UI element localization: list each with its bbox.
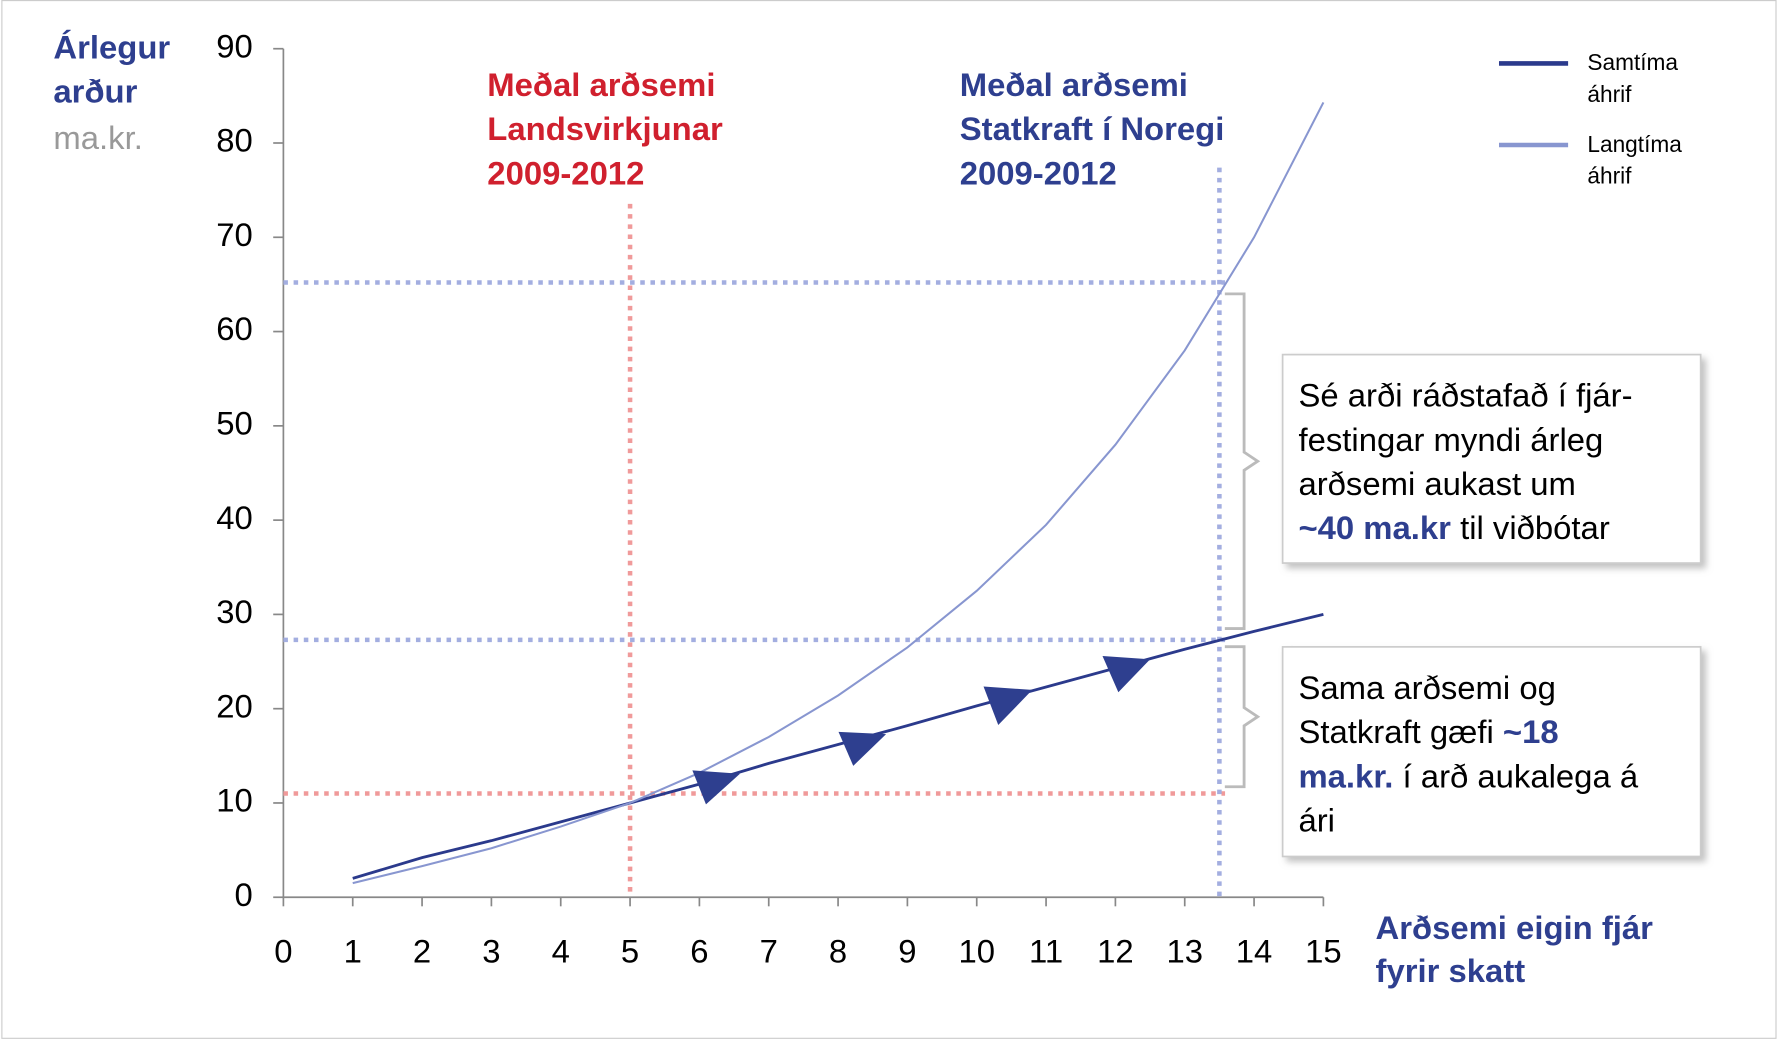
annotation-segment: ~18 xyxy=(1503,713,1559,750)
annotation-text: Sama arðsemi og xyxy=(1298,669,1555,706)
legend-entry: Langtíma áhrif xyxy=(1587,132,1682,190)
y-tick-label: 50 xyxy=(216,405,253,442)
x-tick-label: 14 xyxy=(1236,933,1273,970)
annotation-segment: ~40 ma.kr xyxy=(1298,509,1451,546)
x-tick-label: 11 xyxy=(1029,933,1063,970)
y-tick-label: 30 xyxy=(216,593,253,630)
y-tick-label: 10 xyxy=(216,782,253,819)
y-tick-label: 60 xyxy=(216,310,253,347)
x-axis-title: fyrir skatt xyxy=(1376,952,1526,989)
x-tick-label: 2 xyxy=(413,933,431,970)
legend-label: Samtíma áhrif xyxy=(1587,50,1679,108)
x-tick-label: 4 xyxy=(552,933,570,970)
annotation-text: Sé arði ráðstafað í fjár- xyxy=(1298,376,1632,413)
reference-label: 2009-2012 xyxy=(487,154,644,191)
x-tick-label: 0 xyxy=(274,933,292,970)
reference-label: Meðal arðsemi xyxy=(487,66,715,103)
x-axis-title: Arðsemi eigin fjár xyxy=(1376,909,1654,946)
reference-label: 2009-2012 xyxy=(960,154,1117,191)
y-tick-label: 0 xyxy=(235,876,253,913)
y-tick-label: 40 xyxy=(216,499,253,536)
brace xyxy=(1224,292,1261,630)
annotation-text: festingar myndi árleg xyxy=(1298,421,1603,458)
x-tick-label: 5 xyxy=(621,933,639,970)
y-tick-label: 90 xyxy=(216,27,253,64)
brace xyxy=(1224,645,1261,789)
annotation-segment: Sé arði ráðstafað í fjár- xyxy=(1298,376,1632,413)
y-axis-title: arður xyxy=(53,73,137,110)
y-tick-label: 20 xyxy=(216,687,253,724)
x-tick-label: 1 xyxy=(344,933,362,970)
series-line xyxy=(352,613,1324,880)
reference-label: Landsvirkjunar xyxy=(487,110,723,147)
annotation-text: ári xyxy=(1298,801,1335,838)
legend-entry: Samtíma áhrif xyxy=(1587,50,1679,108)
x-tick-label: 9 xyxy=(898,933,916,970)
x-tick-label: 6 xyxy=(690,933,708,970)
y-tick-label: 80 xyxy=(216,122,253,159)
annotation-segment: ári xyxy=(1298,801,1335,838)
annotation-segment: til viðbótar xyxy=(1451,509,1610,546)
x-tick-label: 3 xyxy=(482,933,500,970)
reference-label: Meðal arðsemi xyxy=(960,66,1188,103)
reference-label: Statkraft í Noregi xyxy=(960,110,1225,147)
x-tick-label: 13 xyxy=(1166,933,1203,970)
legend-label: Langtíma áhrif xyxy=(1587,132,1682,190)
annotation-text: ~40 ma.kr til viðbótar xyxy=(1298,509,1609,546)
x-tick-label: 10 xyxy=(958,933,995,970)
annotation-text: ma.kr. í arð aukalega á xyxy=(1298,757,1638,794)
arrow-head xyxy=(692,770,740,805)
y-tick-label: 70 xyxy=(216,216,253,253)
annotation-segment: Sama arðsemi og xyxy=(1298,669,1555,706)
arrow-head xyxy=(983,686,1033,726)
annotation-segment: festingar myndi árleg xyxy=(1298,421,1603,458)
annotation-text: arðsemi aukast um xyxy=(1298,465,1575,502)
x-tick-label: 15 xyxy=(1305,933,1342,970)
annotation-segment: ma.kr. xyxy=(1298,757,1393,794)
y-axis-title: Árlegur xyxy=(53,29,170,66)
x-tick-label: 12 xyxy=(1097,933,1134,970)
x-tick-label: 7 xyxy=(760,933,778,970)
annotation-segment: Statkraft gæfi xyxy=(1298,713,1502,750)
annotation-segment: arðsemi aukast um xyxy=(1298,465,1575,502)
y-axis-unit: ma.kr. xyxy=(53,119,142,156)
x-tick-label: 8 xyxy=(829,933,847,970)
annotation-segment: í arð aukalega á xyxy=(1393,757,1638,794)
annotation-box xyxy=(1281,646,1702,858)
series-line xyxy=(352,101,1325,885)
arrow-head xyxy=(838,731,887,766)
annotation-text: Statkraft gæfi ~18 xyxy=(1298,713,1558,750)
annotation-box xyxy=(1281,353,1702,564)
